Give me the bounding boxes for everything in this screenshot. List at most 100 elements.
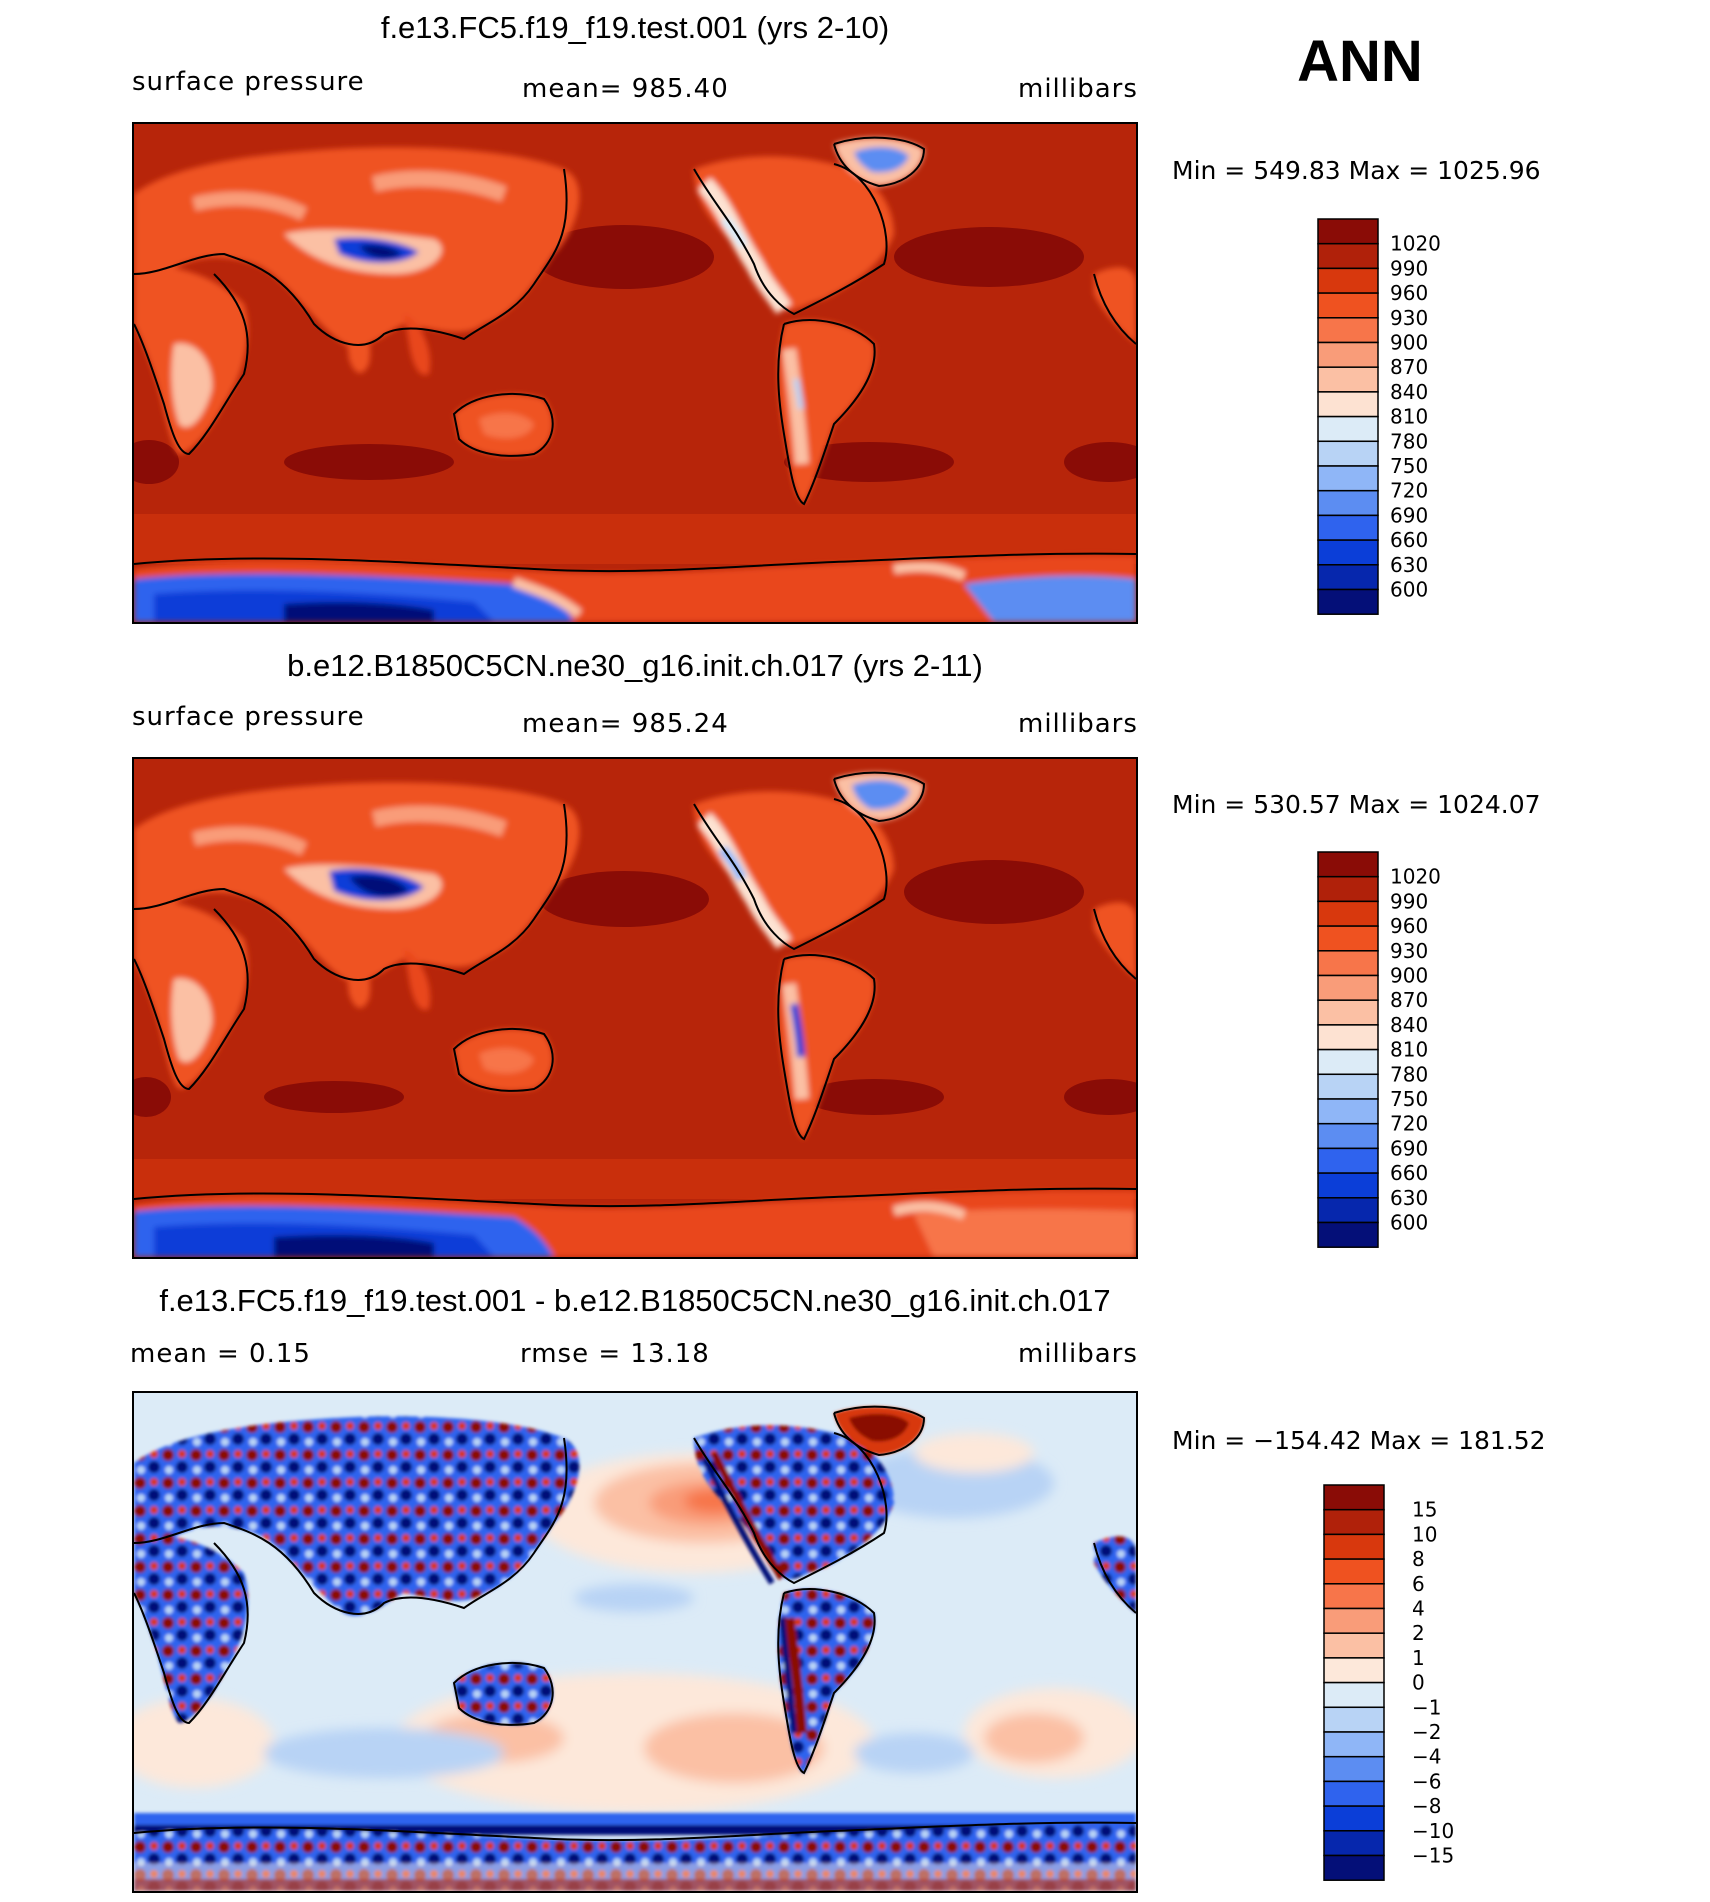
colorbar-tick-label: 870 (1390, 988, 1428, 1012)
panel1-mean-label: mean= 985.40 (522, 74, 729, 104)
panel2-map (132, 757, 1138, 1259)
colorbar-tick-label: 720 (1390, 1112, 1428, 1136)
colorbar-tick-label: 960 (1390, 281, 1428, 305)
colorbar-tick-label: −15 (1412, 1844, 1454, 1868)
colorbar-tick-label: 660 (1390, 1161, 1428, 1185)
colorbar-swatch (1317, 465, 1379, 492)
colorbar-tick-label: 780 (1390, 429, 1428, 453)
colorbar-swatch (1317, 950, 1379, 977)
land-anomalies (134, 1406, 1136, 1773)
colorbar-swatch (1317, 1098, 1379, 1125)
colorbar-tick-label: 630 (1390, 1186, 1428, 1210)
colorbar-swatch (1317, 851, 1379, 878)
colorbar-swatch (1317, 415, 1379, 443)
ocean-anomalies (134, 1433, 1136, 1813)
colorbar-swatch (1323, 1508, 1385, 1536)
colorbar-tick-label: 840 (1390, 1013, 1428, 1037)
antarctica (134, 1190, 1136, 1257)
continents (134, 772, 1136, 1139)
colorbar-swatch (1323, 1755, 1385, 1783)
colorbar-swatch (1317, 489, 1379, 517)
panel2-colorbar: 1020 990 960 930 900 870 840 810 780 750 720 690 660… (1317, 851, 1458, 1252)
colorbar-swatch (1317, 1048, 1379, 1076)
colorbar-tick-label: 900 (1390, 964, 1428, 988)
colorbar-tick-label: 810 (1390, 405, 1428, 429)
colorbar-tick-label: 930 (1390, 306, 1428, 330)
colorbar-tick-label: 750 (1390, 1087, 1428, 1111)
colorbar-swatch (1317, 974, 1379, 1001)
panel3-map-svg (134, 1393, 1136, 1891)
colorbar-swatch (1323, 1681, 1385, 1709)
coastlines (134, 771, 1136, 1208)
panel1-map-svg (134, 124, 1136, 622)
panel2-map-svg (134, 759, 1136, 1257)
colorbar-swatch (1317, 514, 1379, 541)
colorbar-swatch (1323, 1607, 1385, 1634)
colorbar-tick-label: −10 (1412, 1819, 1454, 1843)
colorbar-swatch (1317, 440, 1379, 467)
colorbar-tick-label: 1020 (1390, 232, 1441, 256)
panel1-minmax: Min = 549.83 Max = 1025.96 (1172, 156, 1541, 185)
colorbar-tick-label: −1 (1412, 1695, 1441, 1719)
colorbar-tick-label: 870 (1390, 355, 1428, 379)
colorbar-tick-label: 10 (1412, 1522, 1437, 1546)
colorbar-tick-label: 810 (1390, 1038, 1428, 1062)
colorbar-swatch (1317, 366, 1379, 393)
colorbar-swatch (1317, 1073, 1379, 1100)
panel3-title: f.e13.FC5.f19_f19.test.001 - b.e12.B1850… (159, 1283, 1111, 1318)
colorbar-swatch (1323, 1731, 1385, 1758)
colorbar-tick-label: 0 (1412, 1671, 1425, 1695)
panel3-units-label: millibars (1018, 1339, 1138, 1369)
colorbar-tick-label: 690 (1390, 503, 1428, 527)
colorbar-tick-label: 750 (1390, 454, 1428, 478)
colorbar-tick-label: 840 (1390, 380, 1428, 404)
colorbar-swatch (1317, 267, 1379, 294)
panel1-colorbar-svg: 1020990960930900870840810780750720690660… (1317, 218, 1441, 615)
panel2-variable-label: surface pressure (132, 702, 365, 732)
colorbar-tick-label: 600 (1390, 578, 1428, 602)
colorbar-swatch (1323, 1632, 1385, 1659)
colorbar-tick-label: 1020 (1390, 865, 1441, 889)
colorbar-swatch (1317, 1172, 1379, 1199)
colorbar-swatch (1317, 292, 1379, 319)
colorbar-swatch (1317, 1197, 1379, 1224)
colorbar-swatch (1323, 1657, 1385, 1684)
colorbar-tick-label: 960 (1390, 914, 1428, 938)
antarctica (134, 555, 1136, 622)
colorbar-tick-label: 600 (1390, 1211, 1428, 1235)
colorbar-swatch (1317, 242, 1379, 270)
colorbar-tick-label: −4 (1412, 1745, 1441, 1769)
panel2-title: b.e12.B1850C5CN.ne30_g16.init.ch.017 (yr… (287, 648, 983, 683)
colorbar-swatch (1323, 1558, 1385, 1585)
colorbar-swatch (1323, 1854, 1385, 1881)
colorbar-tick-label: −8 (1412, 1794, 1441, 1818)
panel1-units-label: millibars (1018, 74, 1138, 104)
colorbar-swatch (1317, 1122, 1379, 1150)
colorbar-swatch (1317, 925, 1379, 952)
panel3-rmse-label: rmse = 13.18 (520, 1339, 710, 1369)
colorbar-tick-label: 660 (1390, 528, 1428, 552)
colorbar-tick-label: −6 (1412, 1769, 1441, 1793)
colorbar-tick-label: 990 (1390, 256, 1428, 280)
colorbar-swatch (1317, 539, 1379, 566)
panel3-map (132, 1391, 1138, 1893)
colorbar-swatch (1317, 317, 1379, 344)
colorbar-swatch (1323, 1780, 1385, 1807)
colorbar-swatch (1323, 1805, 1385, 1832)
panel3-minmax: Min = −154.42 Max = 181.52 (1172, 1426, 1546, 1455)
colorbar-swatch (1323, 1484, 1385, 1511)
panel3-colorbar: 15 10 8 6 4 2 1 0 −1 −2 −4 −6 −8 −10 −15 (1323, 1484, 1464, 1885)
colorbar-swatch (1317, 1147, 1379, 1174)
coastlines (134, 1405, 1136, 1842)
colorbar-swatch (1323, 1583, 1385, 1610)
colorbar-tick-label: 720 (1390, 479, 1428, 503)
colorbar-tick-label: 15 (1412, 1498, 1437, 1522)
panel1-map (132, 122, 1138, 624)
colorbar-tick-label: 6 (1412, 1572, 1425, 1596)
colorbar-tick-label: 780 (1390, 1062, 1428, 1086)
season-label: ANN (1297, 29, 1423, 94)
coastlines (134, 136, 1136, 573)
colorbar-swatch (1317, 588, 1379, 615)
colorbar-tick-label: 930 (1390, 939, 1428, 963)
panel2-mean-label: mean= 985.24 (522, 709, 729, 739)
